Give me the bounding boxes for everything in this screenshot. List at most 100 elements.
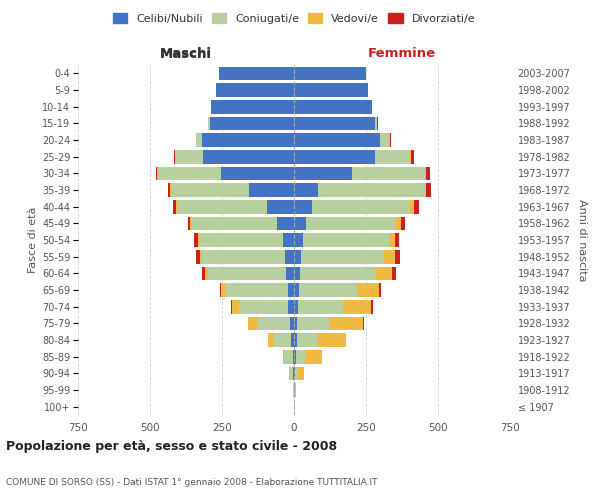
- Bar: [294, 100, 373, 114]
- Bar: [294, 66, 366, 80]
- Bar: [294, 150, 375, 164]
- Bar: [202, 266, 205, 280]
- Bar: [293, 350, 294, 364]
- Bar: [352, 166, 425, 180]
- Bar: [376, 266, 392, 280]
- Bar: [274, 333, 290, 347]
- Bar: [301, 266, 376, 280]
- Bar: [298, 366, 304, 380]
- Bar: [425, 183, 427, 197]
- Bar: [395, 233, 399, 247]
- Text: Femmine: Femmine: [368, 47, 436, 60]
- Text: Maschi: Maschi: [160, 48, 212, 62]
- Bar: [203, 150, 294, 164]
- Bar: [343, 300, 371, 314]
- Bar: [266, 200, 294, 213]
- Bar: [295, 366, 298, 380]
- Bar: [293, 366, 294, 380]
- Bar: [294, 200, 312, 213]
- Bar: [248, 316, 258, 330]
- Bar: [288, 283, 294, 297]
- Bar: [297, 316, 329, 330]
- Bar: [299, 283, 357, 297]
- Bar: [158, 166, 221, 180]
- Bar: [208, 116, 210, 130]
- Bar: [232, 300, 239, 314]
- Bar: [312, 200, 410, 213]
- Bar: [411, 150, 414, 164]
- Bar: [221, 166, 294, 180]
- Legend: Celibi/Nubili, Coniugati/e, Vedovi/e, Divorziati/e: Celibi/Nubili, Coniugati/e, Vedovi/e, Di…: [113, 13, 475, 24]
- Bar: [285, 250, 294, 264]
- Bar: [294, 366, 295, 380]
- Bar: [268, 333, 274, 347]
- Bar: [283, 233, 294, 247]
- Bar: [196, 133, 202, 147]
- Bar: [290, 366, 293, 380]
- Bar: [239, 300, 287, 314]
- Bar: [200, 250, 202, 264]
- Bar: [389, 233, 395, 247]
- Bar: [289, 366, 290, 380]
- Bar: [188, 216, 190, 230]
- Bar: [173, 150, 175, 164]
- Bar: [199, 233, 283, 247]
- Bar: [176, 200, 177, 213]
- Bar: [294, 183, 317, 197]
- Bar: [156, 166, 157, 180]
- Text: COMUNE DI SORSO (SS) - Dati ISTAT 1° gennaio 2008 - Elaborazione TUTTITALIA.IT: COMUNE DI SORSO (SS) - Dati ISTAT 1° gen…: [6, 478, 377, 487]
- Bar: [173, 200, 176, 213]
- Bar: [283, 350, 284, 364]
- Bar: [202, 250, 285, 264]
- Bar: [205, 266, 208, 280]
- Bar: [317, 183, 425, 197]
- Bar: [395, 250, 400, 264]
- Bar: [294, 250, 301, 264]
- Bar: [294, 216, 306, 230]
- Bar: [301, 250, 385, 264]
- Bar: [175, 150, 203, 164]
- Y-axis label: Fasce di età: Fasce di età: [28, 207, 38, 273]
- Bar: [221, 283, 226, 297]
- Bar: [425, 166, 427, 180]
- Bar: [294, 266, 301, 280]
- Bar: [226, 283, 288, 297]
- Bar: [177, 200, 266, 213]
- Bar: [306, 216, 396, 230]
- Bar: [202, 133, 294, 147]
- Bar: [427, 166, 430, 180]
- Bar: [218, 66, 294, 80]
- Bar: [286, 266, 294, 280]
- Bar: [294, 283, 299, 297]
- Bar: [194, 233, 197, 247]
- Bar: [294, 300, 298, 314]
- Bar: [290, 333, 294, 347]
- Bar: [375, 116, 377, 130]
- Bar: [296, 350, 305, 364]
- Bar: [371, 300, 373, 314]
- Bar: [284, 350, 293, 364]
- Bar: [396, 216, 401, 230]
- Bar: [294, 116, 375, 130]
- Bar: [305, 350, 322, 364]
- Bar: [190, 216, 191, 230]
- Bar: [410, 150, 411, 164]
- Bar: [210, 116, 294, 130]
- Bar: [389, 133, 391, 147]
- Bar: [303, 233, 389, 247]
- Bar: [277, 216, 294, 230]
- Bar: [401, 216, 405, 230]
- Bar: [385, 250, 395, 264]
- Bar: [410, 200, 413, 213]
- Bar: [191, 216, 277, 230]
- Bar: [380, 133, 389, 147]
- Bar: [294, 233, 303, 247]
- Bar: [287, 300, 294, 314]
- Bar: [294, 83, 368, 97]
- Bar: [427, 183, 431, 197]
- Text: Maschi: Maschi: [160, 47, 212, 60]
- Bar: [294, 133, 380, 147]
- Bar: [171, 183, 250, 197]
- Y-axis label: Anni di nascita: Anni di nascita: [577, 198, 587, 281]
- Bar: [294, 333, 296, 347]
